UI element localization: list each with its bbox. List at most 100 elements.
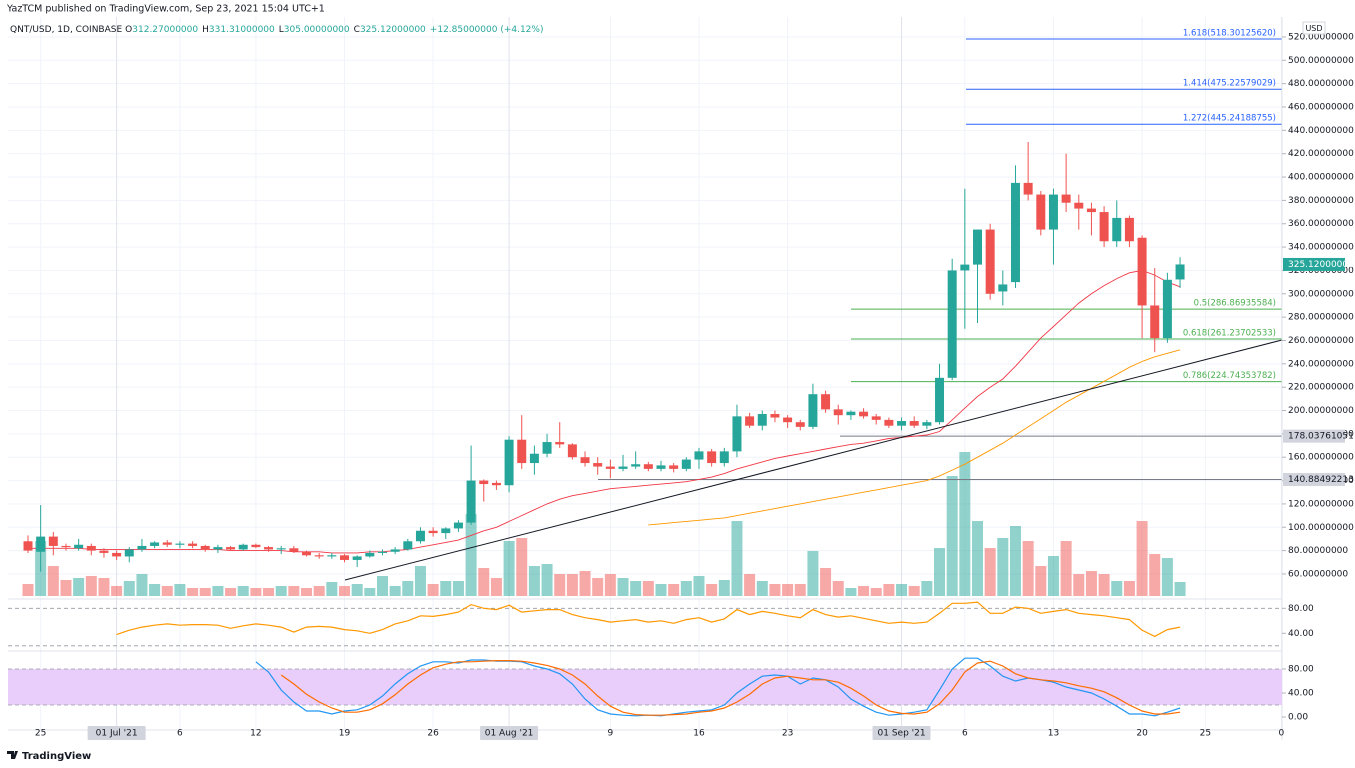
volume-bar bbox=[149, 584, 161, 596]
candle-body bbox=[808, 394, 818, 427]
candle-body bbox=[897, 421, 907, 426]
candle-body bbox=[289, 548, 299, 552]
volume-bar bbox=[465, 514, 477, 596]
candle-body bbox=[859, 411, 869, 417]
legend-key: L bbox=[279, 25, 284, 35]
candle-body bbox=[1124, 217, 1134, 242]
volume-bar bbox=[414, 566, 426, 596]
candle-body bbox=[529, 453, 539, 464]
volume-bar bbox=[1060, 541, 1072, 596]
volume-bar bbox=[440, 581, 452, 596]
logo-mark bbox=[7, 751, 18, 759]
candle-body bbox=[935, 377, 945, 423]
y-tick-label: 220.00000000 bbox=[1288, 383, 1354, 393]
candle-body bbox=[732, 416, 742, 452]
legend: QNT/USD, 1D, COINBASE O312.27000000 H331.3… bbox=[10, 25, 543, 35]
volume-bar bbox=[566, 574, 578, 596]
volume-bar bbox=[896, 584, 908, 596]
candle-body bbox=[1150, 305, 1160, 339]
y-tick-label: 0.00 bbox=[1288, 713, 1308, 723]
candle-body bbox=[947, 270, 957, 378]
x-tick-label: 6 bbox=[177, 729, 183, 739]
y-tick-label: 480.00000000 bbox=[1288, 79, 1354, 89]
candle-body bbox=[479, 480, 489, 485]
candle-body bbox=[846, 411, 856, 416]
candle-body bbox=[909, 421, 919, 426]
volume-bar bbox=[769, 584, 781, 596]
candle-body bbox=[960, 264, 970, 271]
volume-bar bbox=[478, 568, 490, 596]
candle-body bbox=[200, 545, 210, 550]
currency-label: USD bbox=[1305, 24, 1322, 33]
volume-bar bbox=[554, 574, 566, 596]
candle-body bbox=[1061, 194, 1071, 203]
y-tick-label: 40.00 bbox=[1288, 629, 1314, 639]
candle-body bbox=[415, 530, 425, 542]
volume-bar bbox=[339, 586, 350, 596]
volume-bar bbox=[1098, 574, 1110, 596]
candle-body bbox=[745, 416, 755, 426]
candle-body bbox=[1048, 194, 1058, 230]
volume-bar bbox=[1111, 581, 1123, 596]
candle-body bbox=[365, 552, 375, 557]
volume-bar bbox=[288, 586, 300, 596]
last-price-box bbox=[1283, 257, 1345, 271]
x-tick-label: 25 bbox=[1200, 729, 1211, 739]
y-tick-label: 380.00000000 bbox=[1288, 196, 1354, 206]
band-fill bbox=[8, 669, 1282, 706]
candle-body bbox=[542, 442, 552, 454]
candle-body bbox=[681, 459, 691, 469]
price-box-label: 140.88492213 bbox=[1288, 475, 1354, 485]
candle-body bbox=[631, 464, 641, 467]
volume-bar bbox=[452, 581, 464, 596]
candle-body bbox=[428, 530, 438, 534]
candle-body bbox=[327, 555, 337, 557]
x-tick-label: 20 bbox=[1136, 729, 1148, 739]
candle-body bbox=[314, 555, 324, 557]
y-tick-label: 400.00000000 bbox=[1288, 173, 1354, 183]
legend-key: O bbox=[125, 25, 132, 35]
y-tick-label: 80.00 bbox=[1288, 604, 1314, 614]
candle-body bbox=[1086, 208, 1096, 213]
y-tick-label: 60.00000000 bbox=[1288, 569, 1348, 579]
volume-bar bbox=[617, 578, 629, 596]
price-box bbox=[1283, 429, 1345, 443]
candle-body bbox=[593, 463, 603, 467]
legend-key: C bbox=[354, 25, 360, 35]
candle-body bbox=[340, 555, 349, 560]
y-tick-label: 260.00000000 bbox=[1288, 336, 1354, 346]
x-tick-label: 13 bbox=[1048, 729, 1059, 739]
y-tick-label: 100.00000000 bbox=[1288, 523, 1354, 533]
volume-bar bbox=[60, 580, 72, 596]
candle-body bbox=[466, 480, 476, 523]
candle-body bbox=[264, 547, 274, 550]
candle-body bbox=[238, 544, 248, 550]
candle-body bbox=[1112, 217, 1122, 242]
x-tick-label: 23 bbox=[782, 729, 793, 739]
indicator-line bbox=[255, 657, 1181, 717]
candle-body bbox=[795, 422, 805, 427]
candle-body bbox=[669, 465, 679, 469]
volume-bar bbox=[642, 581, 654, 596]
volume-bar bbox=[174, 584, 186, 596]
candle-body bbox=[643, 464, 653, 469]
brand-logo: TradingView bbox=[7, 751, 91, 762]
candle-body bbox=[150, 542, 160, 546]
volume-bar bbox=[402, 581, 414, 596]
y-tick-label: 340.00000000 bbox=[1288, 243, 1354, 253]
x-tick-label: 01 Jul '21 bbox=[96, 729, 138, 739]
volume-bar bbox=[997, 538, 1009, 596]
volume-bar bbox=[655, 584, 667, 596]
volume-bar bbox=[693, 576, 705, 596]
y-tick-label: 40.00 bbox=[1288, 689, 1314, 699]
volume-bar bbox=[959, 452, 971, 596]
volume-bar bbox=[782, 584, 794, 596]
volume-bar bbox=[1174, 582, 1186, 596]
volume-bar bbox=[85, 576, 97, 596]
volume-bar bbox=[592, 578, 604, 596]
candle-body bbox=[453, 522, 463, 529]
candle-body bbox=[441, 528, 451, 534]
legend-key: H bbox=[202, 25, 209, 35]
y-tick-label: 120.00000000 bbox=[1288, 499, 1354, 509]
